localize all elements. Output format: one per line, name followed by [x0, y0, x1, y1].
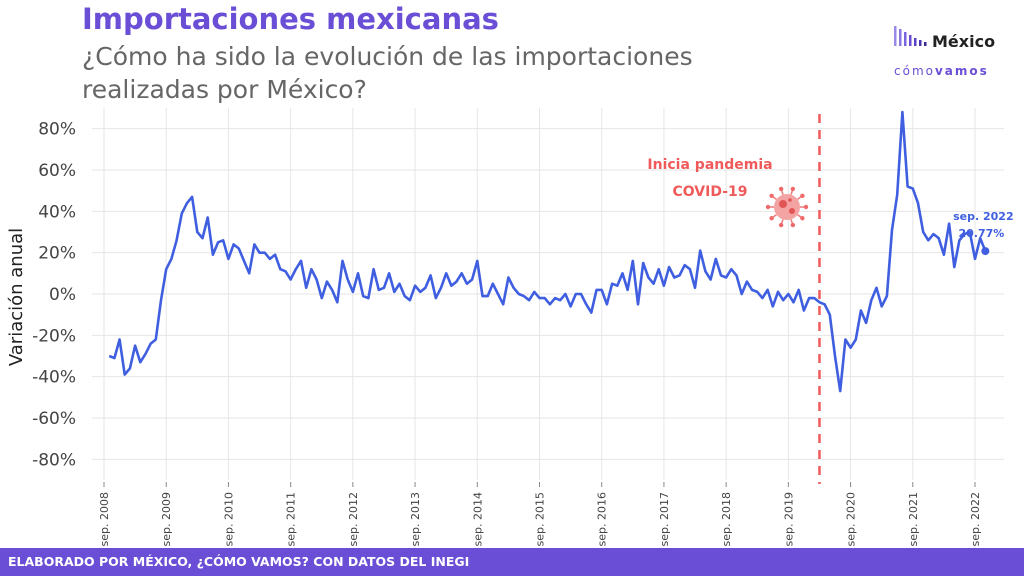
- x-tick-label: sep. 2014: [471, 492, 484, 546]
- pandemic-label-line2: COVID-19: [672, 184, 747, 200]
- x-tick-label: sep. 2009: [160, 492, 173, 546]
- x-tick-label: sep. 2011: [285, 492, 298, 546]
- logo-tagline-bold: vamos: [934, 64, 989, 78]
- x-tick-label: sep. 2010: [222, 492, 235, 546]
- y-tick-label: -60%: [32, 409, 76, 429]
- x-tick-label: sep. 2015: [534, 492, 547, 546]
- logo-bars-icon: [894, 26, 927, 46]
- y-tick-label: -20%: [32, 326, 76, 346]
- y-tick-label: 0%: [49, 285, 76, 305]
- x-tick-label: sep. 2020: [845, 492, 858, 546]
- logo-tagline-light: cómo: [894, 64, 935, 78]
- y-tick-label: 40%: [38, 202, 76, 222]
- last-point-date-label: sep. 2022: [953, 210, 1014, 223]
- series-line: [108, 110, 987, 393]
- x-tick-label: sep. 2008: [98, 492, 111, 546]
- y-tick-label: 60%: [38, 161, 76, 181]
- chart-subtitle: ¿Cómo ha sido la evolución de las import…: [82, 42, 693, 104]
- series-imports: [108, 110, 987, 393]
- last-point-marker: [981, 247, 990, 256]
- pandemic-label-line1: Inicia pandemia: [647, 157, 772, 173]
- virus-icon: [765, 186, 809, 228]
- y-tick-label: 80%: [38, 120, 76, 140]
- x-tick-label: sep. 2013: [409, 492, 422, 546]
- x-tick-label: sep. 2021: [907, 492, 920, 546]
- x-tick-label: sep. 2017: [658, 492, 671, 546]
- imports-line-chart: 80% 60% 40% 20% 0% -20% -40% -60% -80% sep. 2008…: [6, 108, 1014, 546]
- x-axis-ticks: sep. 2008 sep. 2009 sep. 2010 sep. 2011 sep.…: [98, 482, 982, 546]
- x-tick-label: sep. 2012: [347, 492, 360, 546]
- pandemic-annotation: Inicia pandemia COVID-19: [647, 114, 821, 484]
- footer-credit: ELABORADO POR MÉXICO, ¿CÓMO VAMOS? CON D…: [8, 554, 470, 569]
- y-tick-label: -40%: [32, 368, 76, 388]
- y-axis-ticks: 80% 60% 40% 20% 0% -20% -40% -60% -80%: [32, 120, 76, 471]
- logo-name: México: [932, 32, 996, 51]
- y-tick-label: 20%: [38, 244, 76, 264]
- y-axis-label: Variación anual: [6, 228, 27, 366]
- footer-bar: ELABORADO POR MÉXICO, ¿CÓMO VAMOS? CON D…: [0, 548, 1024, 576]
- grid-lines: [92, 108, 1004, 480]
- logo-tagline: cómovamos: [894, 64, 989, 78]
- x-tick-label: sep. 2019: [782, 492, 795, 546]
- y-tick-label: -80%: [32, 450, 76, 470]
- x-tick-label: sep. 2022: [969, 492, 982, 546]
- x-tick-label: sep. 2016: [596, 492, 609, 546]
- x-tick-label: sep. 2018: [720, 492, 733, 546]
- mexico-como-vamos-logo: México cómovamos: [888, 24, 1008, 84]
- chart-title: Importaciones mexicanas: [82, 2, 499, 36]
- last-point-value-label: 20.77%: [958, 227, 1004, 240]
- last-point: sep. 2022 20.77%: [953, 210, 1014, 256]
